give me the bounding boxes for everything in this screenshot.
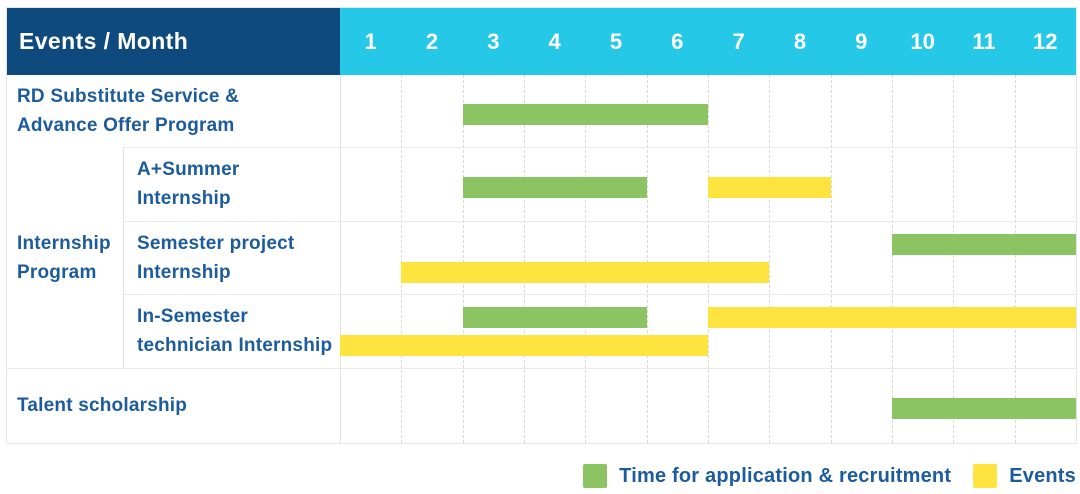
gantt-bar-event: [708, 177, 831, 198]
gantt-bar-application: [462, 307, 647, 328]
gantt-bar-application: [892, 398, 1076, 419]
month-header-cell: 7: [732, 28, 745, 54]
row-label-line: A+Summer: [137, 159, 240, 180]
grid-boundary-line: [340, 75, 341, 443]
events-legend-swatch: [973, 464, 998, 488]
application-legend-label: Time for application & recruitment: [619, 464, 952, 487]
month-grid-line: [1014, 75, 1016, 443]
gantt-bar-event: [708, 307, 1076, 328]
row-label-line: RD Substitute Service &: [17, 86, 240, 107]
month-grid-line: [462, 75, 464, 443]
legend: Time for application & recruitment Event…: [583, 464, 1076, 488]
month-header-cell: 11: [972, 28, 996, 54]
month-header-cell: 8: [793, 28, 807, 54]
month-grid-line: [524, 75, 525, 443]
row-label-line: Internship: [137, 188, 231, 209]
month-grid-line: [585, 75, 587, 443]
month-grid-line: [892, 75, 893, 443]
month-grid-line: [646, 75, 648, 443]
row-label-line: Talent scholarship: [17, 395, 188, 416]
legend-item-events: Events: [973, 464, 1076, 488]
row-label: A+Summer Internship: [124, 147, 340, 221]
month-header-cell: 2: [425, 28, 439, 54]
month-grid-line: [953, 75, 955, 443]
month-header-cell: 9: [855, 28, 868, 54]
row-separator-line: [7, 368, 1076, 369]
month-header-cell: 5: [609, 28, 623, 54]
month-header-row: 1 2 3 4 5 6 7 8 9 10 11 12: [340, 8, 1076, 75]
row-label: In-Semester technician Internship: [124, 294, 340, 368]
row-label: RD Substitute Service & Advance Offer Pro…: [7, 75, 340, 147]
month-grid-line: [401, 75, 403, 443]
row-label-line: In-Semester: [137, 306, 248, 327]
row-separator-line: [124, 221, 1076, 222]
events-month-label: Events / Month: [19, 28, 189, 54]
gantt-bar-event: [340, 335, 708, 356]
month-header-cell: 6: [671, 28, 684, 54]
row-label-line: Advance Offer Program: [17, 115, 235, 136]
events-legend-label: Events: [1009, 464, 1076, 487]
month-header-cell: 12: [1033, 28, 1058, 54]
gantt-bar-application: [892, 234, 1076, 255]
gantt-bar-application: [462, 104, 708, 125]
application-legend-swatch: [583, 464, 608, 488]
events-month-header-cell: Events / Month: [7, 8, 340, 75]
gantt-bar-application: [462, 177, 647, 198]
month-header-cell: 10: [910, 28, 935, 54]
row-label: Talent scholarship: [7, 368, 340, 443]
schedule-table: Events / Month 1 2 3 4 5 6 7 8 9 10 11 12 RD Substi…: [6, 7, 1077, 444]
row-label-line: Internship: [137, 261, 231, 283]
row-separator-line: [124, 294, 1076, 295]
month-header-cell: 4: [548, 28, 561, 54]
row-label: Semester project Internship: [124, 221, 340, 294]
row-separator-line: [7, 147, 1076, 148]
group-label-cell: Internship Program: [7, 147, 124, 368]
month-header-cell: 3: [487, 28, 500, 54]
group-label: Internship Program: [17, 232, 111, 283]
legend-item-application: Time for application & recruitment: [583, 464, 951, 488]
month-grid-line: [830, 75, 832, 443]
month-header-cell: 1: [364, 28, 377, 54]
row-label-line: Semester project: [137, 232, 295, 254]
month-grid-line: [769, 75, 771, 443]
month-grid-line: [708, 75, 709, 443]
gantt-bar-event: [401, 262, 770, 283]
row-label-line: technician Internship: [137, 335, 333, 356]
